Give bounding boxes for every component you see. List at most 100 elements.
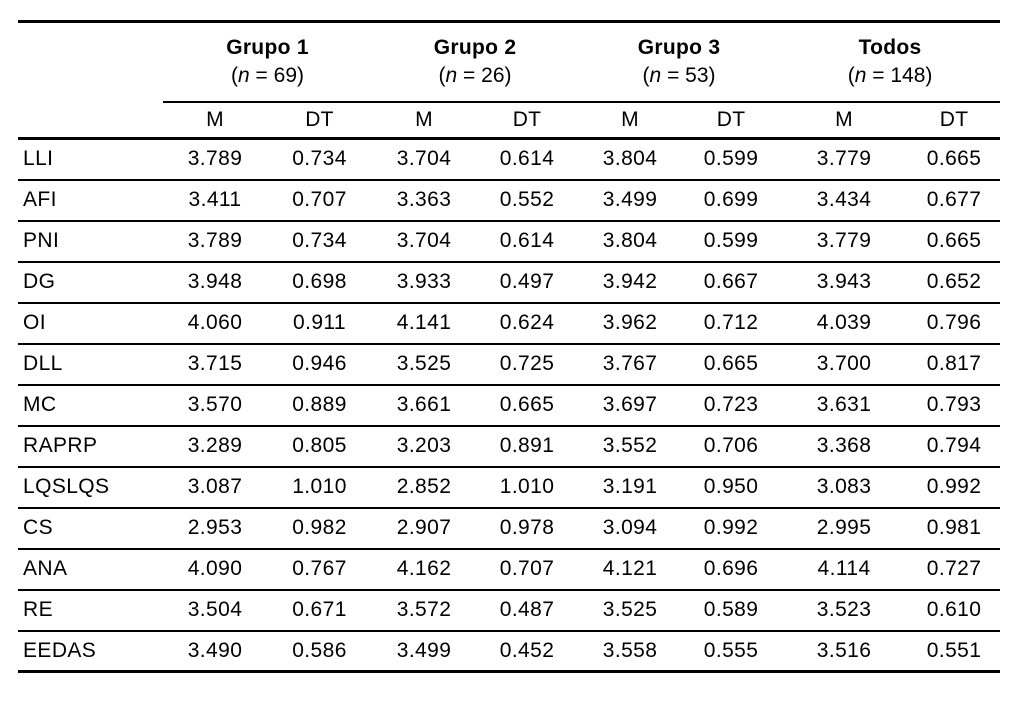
row-label: DLL	[18, 343, 163, 386]
n-symbol: n	[649, 63, 662, 87]
stat-header-dt: DT	[267, 101, 373, 140]
group-header-row: Grupo 1 (n = 69) Grupo 2 (n = 26) Grupo …	[18, 20, 1001, 140]
table-row: RE 3.504 0.671 3.572 0.487 3.525 0.589 3.523 0.6…	[18, 589, 1001, 632]
row-label: CS	[18, 507, 163, 550]
group-name: Grupo 2	[433, 36, 517, 60]
cell-value: 3.499	[578, 179, 683, 222]
cell-value: 3.087	[163, 466, 267, 509]
cell-value: 0.706	[682, 425, 781, 468]
cell-value: 2.995	[780, 507, 909, 550]
n-symbol: n	[238, 63, 250, 87]
cell-value: 3.942	[578, 261, 683, 304]
cell-value: 3.779	[780, 138, 909, 181]
cell-value: 0.734	[267, 220, 373, 263]
cell-value: 0.671	[267, 589, 373, 632]
cell-value: 0.551	[908, 630, 1001, 673]
table-row: CS 2.953 0.982 2.907 0.978 3.094 0.992 2.995 0.9…	[18, 507, 1001, 550]
cell-value: 3.572	[372, 589, 477, 632]
cell-value: 0.767	[267, 548, 373, 591]
stat-header-m: M	[372, 101, 477, 140]
cell-value: 3.368	[780, 425, 909, 468]
cell-value: 0.992	[908, 466, 1001, 509]
cell-value: 0.725	[476, 343, 579, 386]
cell-value: 4.114	[780, 548, 909, 591]
group-name: Grupo 3	[637, 36, 721, 60]
cell-value: 0.978	[476, 507, 579, 550]
n-value: = 148)	[866, 63, 933, 87]
n-value: = 53)	[661, 63, 716, 87]
table-row: LLI 3.789 0.734 3.704 0.614 3.804 0.599 3.779 0.…	[18, 138, 1001, 181]
cell-value: 3.083	[780, 466, 909, 509]
cell-value: 3.631	[780, 384, 909, 427]
cell-value: 1.010	[476, 466, 579, 509]
table-body: LLI 3.789 0.734 3.704 0.614 3.804 0.599 3.779 0.…	[18, 138, 1001, 673]
stat-header-dt: DT	[908, 101, 1001, 140]
cell-value: 3.697	[578, 384, 683, 427]
cell-value: 3.363	[372, 179, 477, 222]
cell-value: 3.962	[578, 302, 683, 345]
cell-value: 0.665	[908, 138, 1001, 181]
cell-value: 3.789	[163, 138, 267, 181]
cell-value: 3.700	[780, 343, 909, 386]
stat-header-dt: DT	[682, 101, 781, 140]
cell-value: 0.665	[682, 343, 781, 386]
table-row: AFI 3.411 0.707 3.363 0.552 3.499 0.699 3.434 0.…	[18, 179, 1001, 222]
cell-value: 0.992	[682, 507, 781, 550]
cell-value: 0.796	[908, 302, 1001, 345]
cell-value: 0.727	[908, 548, 1001, 591]
cell-value: 0.589	[682, 589, 781, 632]
stat-header-m: M	[780, 101, 909, 140]
group-n: (n = 26)	[372, 62, 578, 89]
group-header-grupo-3: Grupo 3 (n = 53)	[578, 20, 781, 103]
cell-value: 3.499	[372, 630, 477, 673]
corner-cell	[18, 20, 163, 140]
cell-value: 0.677	[908, 179, 1001, 222]
row-label: MC	[18, 384, 163, 427]
cell-value: 0.696	[682, 548, 781, 591]
cell-value: 0.555	[682, 630, 781, 673]
cell-value: 3.525	[578, 589, 683, 632]
cell-value: 0.667	[682, 261, 781, 304]
n-value: = 69)	[249, 63, 304, 87]
row-label: LLI	[18, 138, 163, 181]
paren-open: (	[231, 63, 239, 87]
row-label: DG	[18, 261, 163, 304]
group-header-grupo-1: Grupo 1 (n = 69)	[163, 20, 373, 103]
cell-value: 1.010	[267, 466, 373, 509]
cell-value: 3.948	[163, 261, 267, 304]
group-n: (n = 148)	[780, 62, 1000, 89]
cell-value: 0.891	[476, 425, 579, 468]
table-header: Grupo 1 (n = 69) Grupo 2 (n = 26) Grupo …	[18, 20, 1001, 140]
n-symbol: n	[854, 63, 867, 87]
stat-header-dt: DT	[476, 101, 579, 140]
cell-value: 4.162	[372, 548, 477, 591]
row-label: RAPRP	[18, 425, 163, 468]
row-label: LQSLQS	[18, 466, 163, 509]
cell-value: 0.817	[908, 343, 1001, 386]
table-row: EEDAS 3.490 0.586 3.499 0.452 3.558 0.555 3.516…	[18, 630, 1001, 673]
table-row: ANA 4.090 0.767 4.162 0.707 4.121 0.696 4.114 0.…	[18, 548, 1001, 591]
group-header-todos: Todos (n = 148)	[780, 20, 1001, 103]
cell-value: 0.982	[267, 507, 373, 550]
cell-value: 3.767	[578, 343, 683, 386]
cell-value: 3.943	[780, 261, 909, 304]
n-symbol: n	[445, 63, 458, 87]
cell-value: 2.953	[163, 507, 267, 550]
cell-value: 0.665	[908, 220, 1001, 263]
cell-value: 0.794	[908, 425, 1001, 468]
cell-value: 3.570	[163, 384, 267, 427]
cell-value: 0.699	[682, 179, 781, 222]
cell-value: 2.852	[372, 466, 477, 509]
cell-value: 3.933	[372, 261, 477, 304]
cell-value: 3.289	[163, 425, 267, 468]
paren-open: (	[642, 63, 650, 87]
table-row: DG 3.948 0.698 3.933 0.497 3.942 0.667 3.943 0.6…	[18, 261, 1001, 304]
cell-value: 0.610	[908, 589, 1001, 632]
cell-value: 3.779	[780, 220, 909, 263]
row-label: OI	[18, 302, 163, 345]
cell-value: 0.452	[476, 630, 579, 673]
cell-value: 0.707	[267, 179, 373, 222]
row-label: ANA	[18, 548, 163, 591]
group-n: (n = 69)	[163, 62, 372, 89]
